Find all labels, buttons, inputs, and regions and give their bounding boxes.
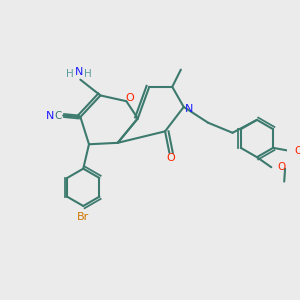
Text: O: O: [125, 93, 134, 103]
Text: O: O: [277, 162, 286, 172]
Text: N: N: [46, 110, 54, 121]
Text: N: N: [185, 104, 193, 114]
Text: N: N: [75, 68, 83, 77]
Text: O: O: [167, 153, 175, 163]
Text: Br: Br: [77, 212, 89, 222]
Text: H: H: [66, 70, 73, 80]
Text: H: H: [84, 70, 92, 80]
Text: C: C: [55, 110, 62, 121]
Text: O: O: [295, 146, 300, 156]
